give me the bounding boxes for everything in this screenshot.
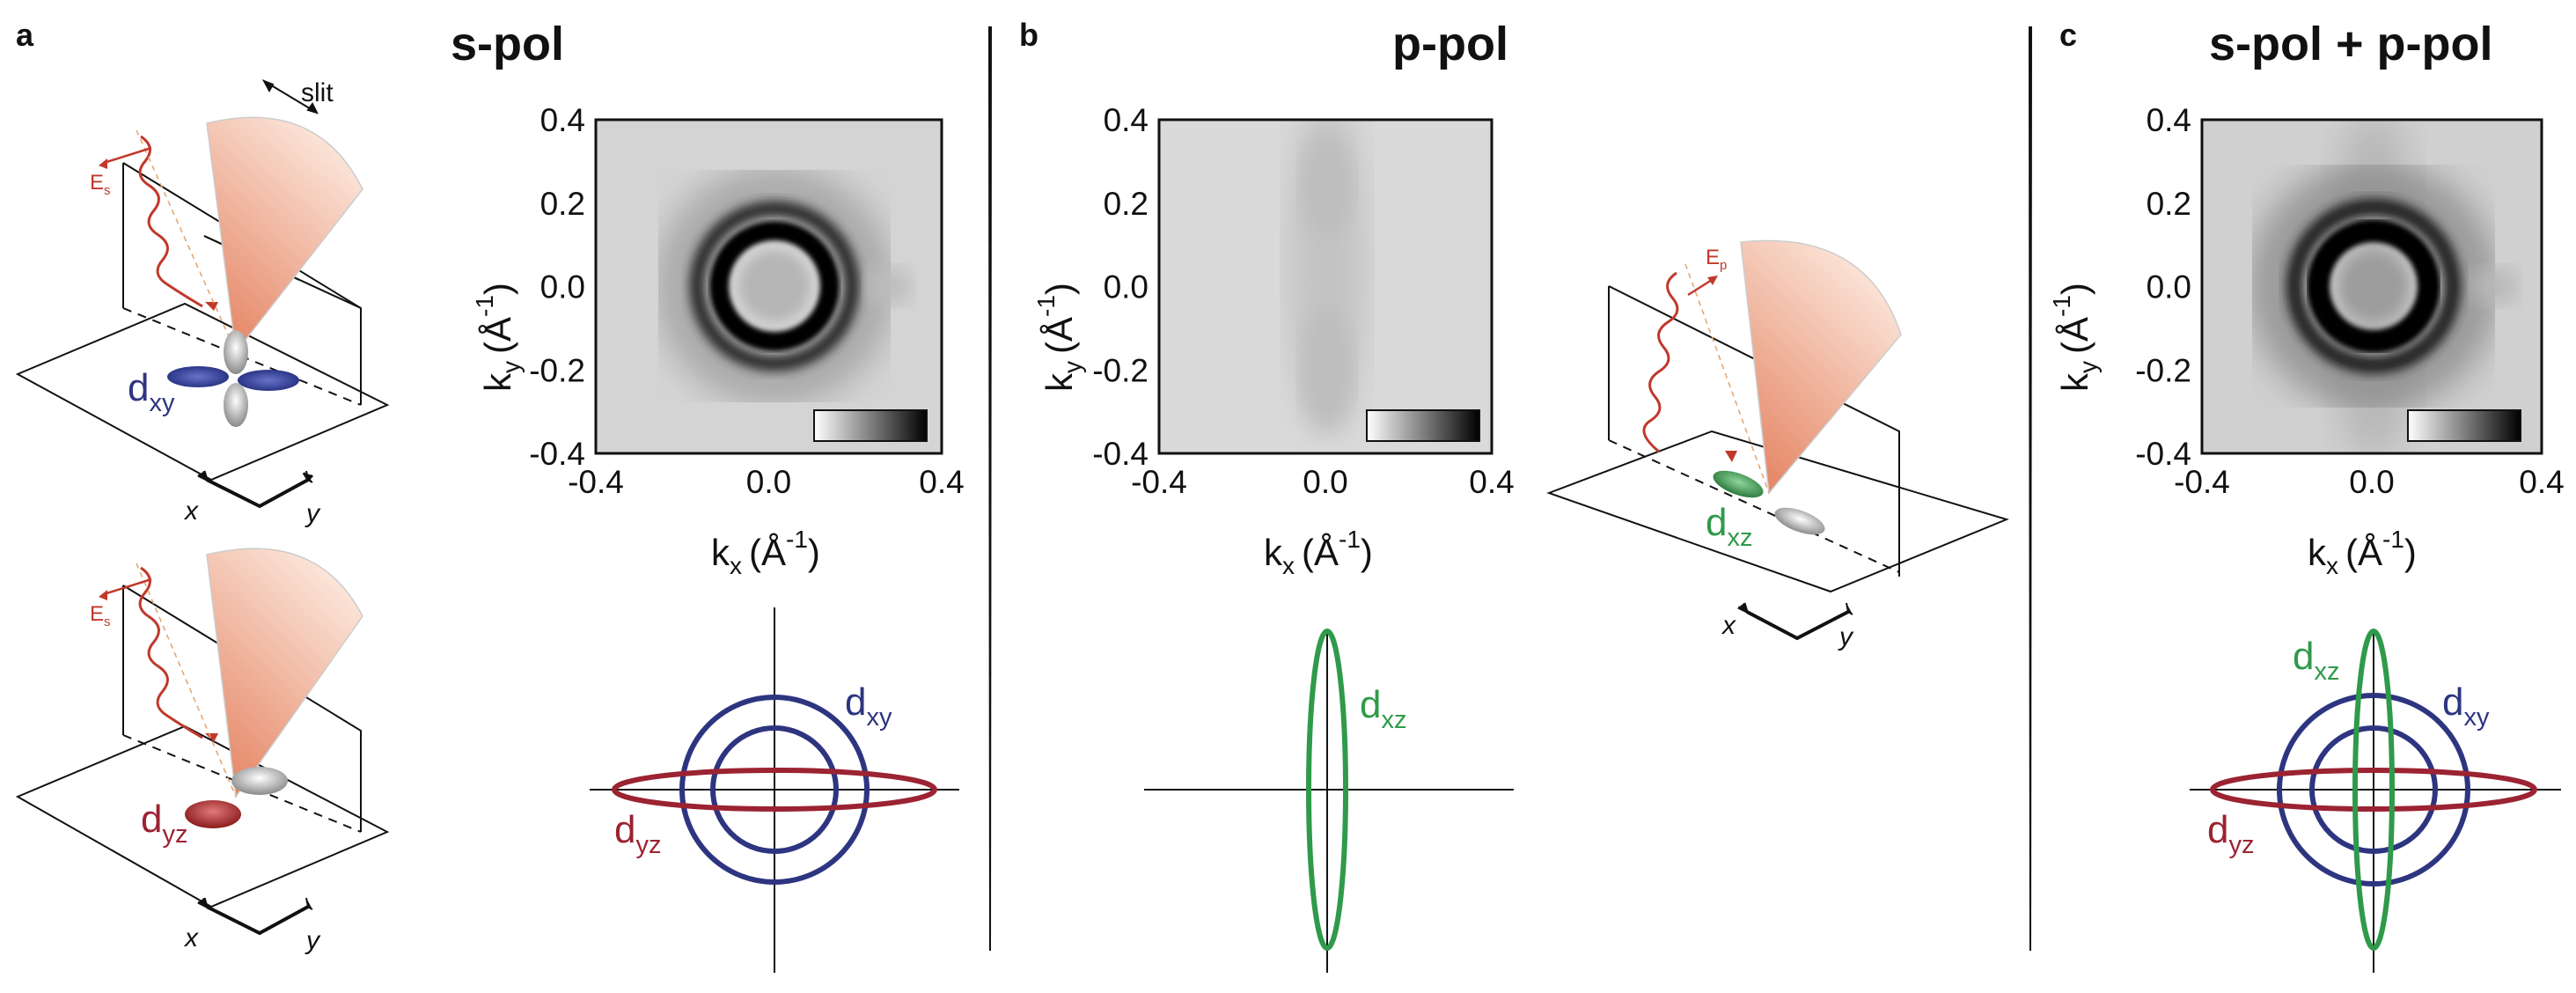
- field-arrow-dyz: [103, 577, 152, 596]
- y-tick-b-3: -0.2: [1092, 352, 1149, 388]
- label-dyz-a: dyz: [614, 808, 661, 859]
- y-axis-label-b: ky(Å-1): [1032, 283, 1086, 392]
- dxy-orbital: [167, 330, 299, 427]
- panel-b-letter: b: [1019, 17, 1038, 53]
- label-dxy-a: dxy: [845, 680, 892, 732]
- label-dyz-c: dyz: [2207, 808, 2254, 859]
- fermi-schematic-b: dxz: [1144, 629, 1514, 973]
- photon-path-dxy: [136, 129, 237, 353]
- field-arrow-dxy: [103, 146, 152, 165]
- x-tick-b-0: -0.4: [1131, 464, 1187, 500]
- svg-text:kx(Å-1): kx (Å-1): [711, 526, 820, 579]
- y-tick-b-4: -0.4: [1092, 436, 1149, 472]
- colorbar-c: [2407, 409, 2521, 442]
- svg-text:ky(Å-1): ky(Å-1): [471, 283, 525, 392]
- x-axis-dxy: x: [183, 496, 199, 526]
- panel-a-title: s-pol: [451, 18, 564, 70]
- x-tick-b-2: 0.4: [1469, 464, 1514, 500]
- x-tick-b-1: 0.0: [1303, 464, 1347, 500]
- x-tick-c-1: 0.0: [2349, 464, 2394, 500]
- dxz-orbital: [1713, 470, 1825, 535]
- label-dxz-b: dxz: [1360, 683, 1406, 734]
- x-axis-dyz: x: [183, 923, 199, 953]
- y-tick-c-4: -0.4: [2135, 436, 2191, 472]
- field-label-dyz: Es: [90, 602, 111, 629]
- label-dxz-geom: dxz: [1706, 501, 1752, 552]
- svg-text:kx(Å-1): kx (Å-1): [1264, 526, 1373, 579]
- x-tick-a-0: -0.4: [568, 464, 624, 500]
- y-tick-a-0: 0.4: [540, 102, 585, 138]
- label-dxy-geom: dxy: [128, 366, 175, 417]
- field-arrow-dxz: [1687, 278, 1713, 297]
- dyz-orbital: [185, 767, 288, 828]
- dxz-pocket: [1306, 629, 1348, 951]
- arpes-map-p-pol: [1157, 118, 1493, 455]
- x-tick-c-0: -0.4: [2174, 464, 2230, 500]
- dxy-inner-pocket: [710, 725, 839, 854]
- panel-c-title: s-pol + p-pol: [2209, 18, 2492, 70]
- svg-text:ky(Å-1): ky(Å-1): [2048, 283, 2102, 392]
- photon-arrowhead-dxz: [1725, 451, 1737, 462]
- photon-arrowhead-dxy: [205, 302, 218, 311]
- y-tick-c-0: 0.4: [2147, 102, 2191, 138]
- svg-text:ky(Å-1): ky(Å-1): [1032, 283, 1086, 392]
- y-axis-dyz: y: [305, 926, 321, 955]
- x-tick-a-1: 0.0: [746, 464, 791, 500]
- panel-separator-left: [988, 26, 992, 951]
- panel-b-title: p-pol: [1392, 18, 1508, 70]
- photon-path-dxz: [1684, 263, 1770, 494]
- x-axis-label-b: kx (Å-1): [1264, 526, 1373, 579]
- y-axis-dxz: y: [1838, 622, 1854, 651]
- label-dxz-c: dxz: [2293, 635, 2339, 686]
- panel-separator-right: [2029, 26, 2032, 951]
- fermi-schematic-a: dxy dyz: [590, 607, 959, 973]
- svg-text:kx(Å-1): kx (Å-1): [2308, 526, 2417, 579]
- emission-cone-dyz: [206, 548, 363, 799]
- dyz-pocket: [612, 768, 937, 812]
- fermi-schematic-c: dxz dxy dyz: [2190, 629, 2561, 973]
- y-axis-label-a: ky(Å-1): [471, 283, 525, 392]
- x-axis-dxz: x: [1721, 611, 1736, 640]
- y-tick-c-3: -0.2: [2135, 352, 2191, 388]
- x-tick-a-2: 0.4: [919, 464, 964, 500]
- photon-wave-dxz: [1642, 271, 1679, 453]
- y-tick-a-2: 0.0: [540, 269, 585, 305]
- photon-wave-dyz: [138, 566, 203, 739]
- photon-arrowhead-dyz: [205, 733, 218, 742]
- y-tick-b-1: 0.2: [1104, 186, 1149, 222]
- x-axis-label-c: kx (Å-1): [2308, 526, 2417, 579]
- field-label-dxz: Ep: [1706, 246, 1727, 273]
- dxy-outer-pocket: [679, 695, 870, 885]
- panel-a-letter: a: [16, 17, 34, 53]
- slit-label: slit: [301, 78, 334, 107]
- y-tick-c-2: 0.0: [2147, 269, 2191, 305]
- arpes-ticks: -0.4 0.0 0.40.40.20.0-0.2-0.4-0.4 0.0 0.40.4…: [529, 102, 2564, 500]
- y-axis-dxy: y: [305, 499, 321, 528]
- colorbar-b: [1366, 409, 1480, 442]
- panel-c-letter: c: [2059, 17, 2077, 53]
- y-tick-c-1: 0.2: [2147, 186, 2191, 222]
- photon-wave-dxy: [138, 135, 203, 308]
- y-tick-b-2: 0.0: [1104, 269, 1149, 305]
- x-axis-label-a: kx (Å-1): [711, 526, 820, 579]
- label-dxy-c: dxy: [2442, 680, 2490, 732]
- field-label-dxy: Es: [90, 171, 111, 198]
- y-tick-b-0: 0.4: [1104, 102, 1149, 138]
- photon-path-dyz: [136, 563, 237, 798]
- emission-cone-dxz: [1740, 239, 1902, 495]
- y-tick-a-3: -0.2: [529, 352, 585, 388]
- colorbar-a: [813, 409, 928, 442]
- emission-cone-dxy: [206, 116, 363, 354]
- y-axis-label-c: ky(Å-1): [2048, 283, 2102, 392]
- y-tick-a-1: 0.2: [540, 186, 585, 222]
- arpes-map-s-plus-p-pol: [2200, 118, 2543, 455]
- arpes-map-s-pol: [594, 118, 943, 455]
- label-dyz-geom: dyz: [141, 798, 187, 849]
- x-tick-c-2: 0.4: [2519, 464, 2564, 500]
- geometry-schematic-dxy: [15, 79, 390, 509]
- y-tick-a-4: -0.4: [529, 436, 585, 472]
